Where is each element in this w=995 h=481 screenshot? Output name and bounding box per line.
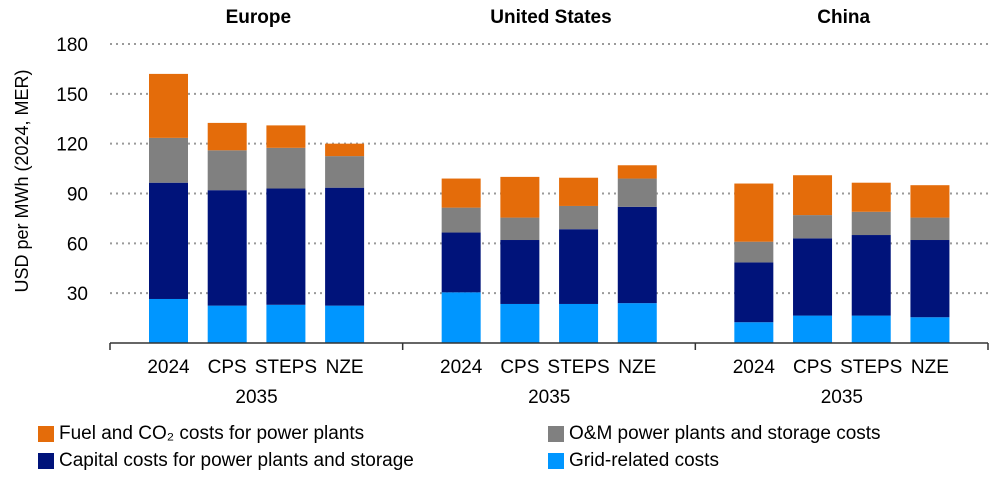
bar-segment-grid (910, 317, 950, 343)
bar-segment-grid (266, 304, 306, 343)
bar-segment-capital (734, 262, 774, 323)
bar-segment-grid (793, 315, 833, 343)
x-group-label: 2035 (235, 387, 277, 408)
x-tick-label: 2024 (147, 357, 190, 378)
bar-segment-grid (149, 298, 188, 343)
legend-left: Fuel and CO₂ costs for power plants Capi… (38, 420, 414, 474)
y-axis-label: USD per MWh (2024, MER) (12, 69, 32, 292)
y-tick-label: 120 (56, 135, 88, 156)
panel-title: China (817, 7, 870, 28)
x-tick-label: STEPS (547, 357, 609, 378)
x-tick-label: 2024 (440, 357, 483, 378)
bars (149, 73, 950, 343)
bar-segment-om (559, 205, 599, 230)
legend-label-fuel: Fuel and CO₂ costs for power plants (59, 423, 365, 444)
bar-segment-capital (559, 229, 599, 304)
legend-right: O&M power plants and storage costs Grid-… (548, 420, 881, 474)
bar-segment-om (734, 241, 774, 263)
x-group-label: 2035 (528, 387, 570, 408)
bar-segment-om (910, 217, 950, 241)
panel-title: United States (490, 7, 611, 28)
bar-segment-capital (851, 235, 891, 316)
bar-segment-om (793, 215, 833, 239)
x-tick-label: NZE (618, 357, 656, 378)
bar-segment-capital (325, 187, 365, 306)
bar-segment-om (149, 137, 188, 183)
bar-segment-grid (734, 322, 774, 343)
bar-segment-fuel (441, 178, 481, 208)
bar-segment-om (617, 178, 657, 207)
x-tick-label: NZE (326, 357, 364, 378)
bar-segment-fuel (266, 125, 306, 148)
bar-segment-fuel (325, 143, 365, 157)
bar-segment-grid (207, 305, 247, 343)
bar-segment-om (325, 156, 365, 188)
bar-segment-capital (617, 206, 657, 304)
x-tick-label: CPS (208, 357, 247, 378)
legend-label-grid: Grid-related costs (569, 450, 719, 471)
legend-swatch-capital (38, 452, 54, 469)
bar-segment-fuel (149, 73, 188, 138)
bar-segment-om (266, 147, 306, 189)
bar-segment-grid (500, 303, 540, 343)
legend-item-capital: Capital costs for power plants and stora… (38, 447, 414, 474)
bar-segment-capital (500, 240, 540, 304)
bar-segment-om (207, 150, 247, 191)
bar-segment-fuel (500, 176, 540, 218)
x-tick-label: CPS (500, 357, 539, 378)
bar-segment-om (441, 207, 481, 233)
x-tick-label: 2024 (733, 357, 776, 378)
bar-segment-capital (207, 190, 247, 306)
bar-segment-om (500, 217, 540, 241)
y-axis-ticks: 30 60 90 120 150 180 (56, 35, 88, 305)
bar-segment-capital (441, 232, 481, 293)
legend-swatch-om (548, 425, 564, 442)
legend-swatch-grid (548, 452, 564, 469)
legend-swatch-fuel (38, 425, 54, 442)
legend-item-fuel: Fuel and CO₂ costs for power plants (38, 420, 414, 447)
x-tick-label: CPS (793, 357, 832, 378)
legend-label-om: O&M power plants and storage costs (569, 423, 881, 444)
bar-segment-grid (325, 305, 365, 343)
y-tick-label: 180 (56, 35, 88, 56)
bar-segment-fuel (734, 183, 774, 242)
bar-segment-fuel (207, 122, 247, 151)
panel-title: Europe (226, 7, 291, 28)
bar-segment-fuel (910, 185, 950, 218)
x-tick-label: NZE (911, 357, 949, 378)
x-axis-labels: 2024 CPS STEPS NZE 2035 2024 CPS STEPS NZE 2035 20… (147, 357, 949, 408)
bar-segment-capital (910, 240, 950, 318)
x-axis (109, 342, 989, 350)
bar-segment-capital (149, 182, 188, 299)
y-tick-label: 30 (67, 284, 88, 305)
bar-segment-grid (441, 292, 481, 343)
bar-segment-grid (617, 303, 657, 343)
x-group-label: 2035 (821, 387, 863, 408)
y-tick-label: 90 (67, 185, 88, 206)
panel-titles: Europe United States China (226, 7, 871, 28)
bar-segment-grid (851, 315, 891, 343)
bar-segment-grid (559, 303, 599, 343)
y-tick-label: 60 (67, 234, 88, 255)
gridlines (110, 43, 988, 295)
bar-segment-fuel (793, 175, 833, 216)
legend-item-grid: Grid-related costs (548, 447, 881, 474)
bar-segment-capital (266, 188, 306, 305)
legend-label-capital: Capital costs for power plants and stora… (59, 450, 414, 471)
bar-segment-fuel (851, 182, 891, 212)
bar-segment-fuel (559, 177, 599, 206)
legend-item-om: O&M power plants and storage costs (548, 420, 881, 447)
bar-segment-fuel (617, 165, 657, 179)
bar-segment-capital (793, 238, 833, 316)
y-tick-label: 150 (56, 85, 88, 106)
bar-segment-om (851, 211, 891, 236)
x-tick-label: STEPS (840, 357, 902, 378)
x-tick-label: STEPS (255, 357, 317, 378)
